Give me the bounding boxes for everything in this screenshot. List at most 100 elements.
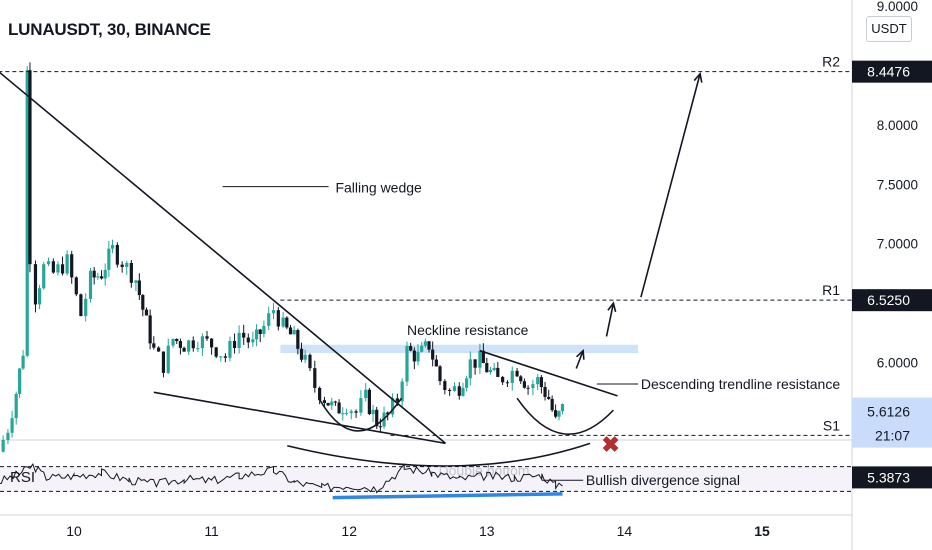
- candle: [107, 248, 111, 270]
- candle: [251, 339, 255, 343]
- candle: [526, 387, 530, 389]
- current-price-tag: 5.6126: [867, 404, 910, 420]
- candle: [308, 354, 312, 369]
- arrow-mid: [605, 302, 615, 337]
- chart-title: LUNAUSDT, 30, BINANCE: [8, 20, 211, 39]
- candle: [478, 350, 482, 368]
- candle: [246, 337, 250, 343]
- candle: [115, 244, 119, 265]
- candle: [262, 325, 266, 334]
- candle: [191, 340, 195, 349]
- candle: [148, 315, 152, 344]
- candle: [416, 351, 420, 362]
- candle: [271, 310, 276, 314]
- candle: [431, 349, 435, 360]
- candle: [457, 386, 461, 396]
- candle: [103, 269, 107, 279]
- drawings: Falling wedge Neckline resistance Descendi…: [0, 71, 840, 478]
- candle: [485, 363, 489, 373]
- level-name-r1: R1: [822, 282, 840, 298]
- candle: [522, 381, 527, 388]
- candle: [375, 409, 379, 427]
- candle: [333, 401, 338, 403]
- rsi-divergence-line: [332, 492, 563, 500]
- time-tick-label: 13: [479, 523, 495, 539]
- candle: [448, 389, 452, 391]
- candle: [258, 329, 262, 334]
- candle: [171, 338, 175, 346]
- candle: [200, 336, 205, 349]
- descending-label: Descending trendline resistance: [641, 376, 840, 392]
- price-tag-r1: 6.5250: [867, 292, 910, 308]
- candle: [129, 262, 133, 283]
- candle: [378, 426, 382, 428]
- candle: [531, 384, 535, 389]
- candle: [438, 366, 442, 382]
- candle: [303, 354, 307, 360]
- bullish-divergence-label: Bullish divergence signal: [586, 472, 740, 488]
- candle: [276, 310, 280, 327]
- wedge-lower-line: [153, 391, 446, 445]
- candle: [550, 398, 554, 411]
- candle: [33, 264, 38, 305]
- candle: [481, 350, 485, 364]
- candle: [560, 404, 565, 412]
- currency-button[interactable]: USDT: [866, 16, 912, 42]
- candle: [400, 381, 404, 402]
- candle: [281, 317, 285, 327]
- candle: [318, 387, 322, 401]
- candle: [349, 411, 353, 414]
- price-tag-s1-bg: [852, 466, 932, 489]
- candle: [501, 376, 505, 383]
- bottom-arc-right: [516, 397, 614, 435]
- price-tag-r2: 8.4476: [867, 64, 910, 80]
- candle: [141, 295, 145, 310]
- candle: [330, 401, 334, 406]
- candle: [367, 389, 371, 415]
- candle: [182, 347, 186, 352]
- candle: [354, 411, 358, 413]
- candle: [288, 327, 293, 335]
- level-name-r2: R2: [822, 54, 840, 70]
- levels: R2 R1 S1: [0, 54, 852, 436]
- candle: [56, 264, 60, 273]
- candle: [99, 276, 104, 279]
- bottom-arc-left: [318, 397, 403, 432]
- price-tag-r1-bg: [852, 289, 932, 312]
- candle: [267, 313, 271, 326]
- current-price-tag-bg: [852, 397, 932, 448]
- double-bottom-arc: [287, 442, 591, 467]
- invalidation-mark: ✖: [601, 432, 619, 457]
- candle: [137, 280, 141, 296]
- candle: [496, 367, 500, 377]
- candle: [237, 332, 241, 349]
- candle: [38, 288, 42, 305]
- price-tick-label: 8.0000: [877, 118, 918, 133]
- candle: [70, 254, 74, 278]
- price-tick-label: 6.0000: [877, 356, 918, 371]
- candle: [254, 329, 259, 340]
- time-axis: 10 11 12 13 14 15: [66, 523, 770, 539]
- candle: [313, 368, 317, 388]
- arrow-target-head: [693, 71, 703, 83]
- candle: [6, 432, 10, 441]
- candle: [488, 369, 493, 373]
- candle: [515, 370, 519, 377]
- candle: [157, 347, 161, 352]
- candle: [371, 409, 375, 415]
- candle: [46, 261, 51, 265]
- time-tick-label: 14: [617, 523, 633, 539]
- candle: [443, 381, 447, 390]
- candle: [344, 413, 349, 415]
- candle: [386, 412, 390, 415]
- candle: [79, 294, 83, 316]
- time-tick-label: 12: [341, 523, 357, 539]
- candle: [326, 402, 330, 406]
- neckline-label: Neckline resistance: [407, 322, 529, 338]
- candle: [547, 396, 551, 399]
- rsi-label: RSI: [10, 469, 35, 486]
- descending-trendline: [479, 349, 618, 397]
- candle: [92, 270, 96, 278]
- price-tick-label: 7.0000: [877, 237, 918, 252]
